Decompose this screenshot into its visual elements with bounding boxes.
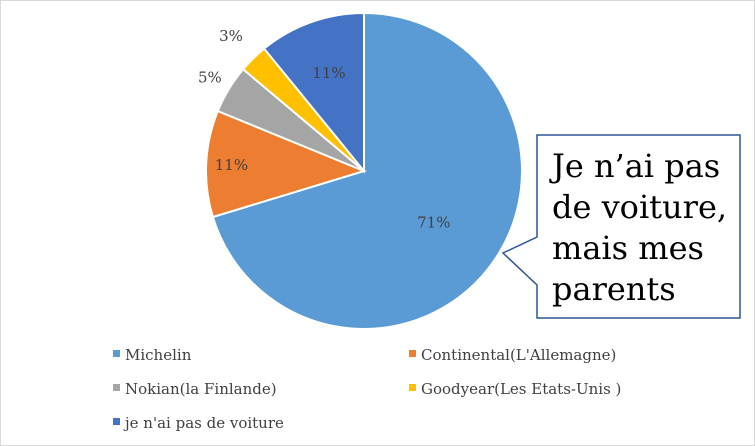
data-label-goodyear: 3% xyxy=(219,27,243,45)
callout-line-2: de voiture, xyxy=(552,188,727,226)
callout-line-4: parents xyxy=(552,270,676,308)
legend-item-continental: Continental(L'Allemagne) xyxy=(409,346,616,364)
data-label-continental: 11% xyxy=(215,156,248,174)
pie-slice-michelin xyxy=(211,11,523,330)
legend-label-goodyear: Goodyear(Les Etats-Unis ) xyxy=(421,380,621,398)
legend-label-no-car: je n'ai pas de voiture xyxy=(123,414,284,432)
data-label-nokian: 5% xyxy=(198,69,222,87)
legend-swatch-continental xyxy=(409,350,416,357)
callout-line-3: mais mes xyxy=(552,229,704,267)
legend-label-nokian: Nokian(la Finlande) xyxy=(125,380,277,398)
pie-slice-continental xyxy=(205,109,367,219)
legend-swatch-michelin xyxy=(113,350,120,357)
pie-slices xyxy=(205,11,523,330)
callout-bubble xyxy=(501,134,741,319)
legend-item-no-car: je n'ai pas de voiture xyxy=(113,414,284,432)
legend-item-goodyear: Goodyear(Les Etats-Unis ) xyxy=(409,380,621,398)
pie-data-labels: 71% 11% 5% 3% 11% xyxy=(198,27,450,232)
speech-callout: Je n’ai pas de voiture, mais mes parents xyxy=(501,134,741,319)
legend-swatch-goodyear xyxy=(409,384,416,391)
pie-slice-no-car xyxy=(262,11,365,174)
legend-swatch-nokian xyxy=(113,384,120,391)
data-label-michelin: 71% xyxy=(417,214,450,232)
callout-line-1: Je n’ai pas xyxy=(549,147,720,185)
legend-item-nokian: Nokian(la Finlande) xyxy=(113,380,277,398)
legend-item-michelin: Michelin xyxy=(113,346,192,364)
legend-label-continental: Continental(L'Allemagne) xyxy=(421,346,616,364)
legend-swatch-no-car xyxy=(113,418,120,425)
data-label-no-car: 11% xyxy=(312,64,345,82)
legend-label-michelin: Michelin xyxy=(125,346,192,364)
legend: Michelin Continental(L'Allemagne) Nokian… xyxy=(113,346,621,432)
